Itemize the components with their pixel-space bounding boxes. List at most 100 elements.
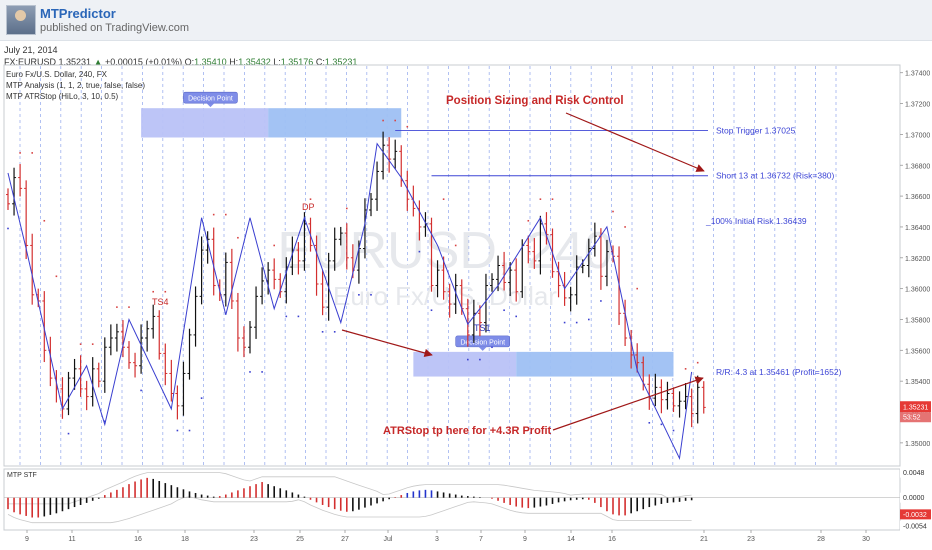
author-name[interactable]: MTPredictor xyxy=(40,6,116,21)
time-tick-label: 21 xyxy=(700,536,708,543)
countdown-tag xyxy=(900,412,931,423)
ohlc-bar xyxy=(133,352,138,378)
ohlc-bar xyxy=(127,341,131,369)
trade-level-label: Stop Trigger 1.37025 xyxy=(716,126,796,136)
price-tick-label: 1.36000 xyxy=(905,287,930,294)
ohlc-bar xyxy=(223,252,228,307)
close-value: 1.35231 xyxy=(324,57,358,67)
atrstop-dot xyxy=(394,119,396,122)
ohlc-bar xyxy=(701,381,706,414)
published-on: published on TradingView.com xyxy=(40,22,190,34)
decision-point-pointer xyxy=(478,346,487,351)
atrstop-dot xyxy=(382,119,384,122)
atrstop-dot xyxy=(467,358,469,361)
atrstop-dot xyxy=(200,397,203,399)
high-label: H: xyxy=(229,57,239,67)
ohlc-bar xyxy=(532,238,537,269)
open-label: O: xyxy=(184,57,195,67)
ohlc-bar xyxy=(490,273,494,292)
ohlc-bar xyxy=(574,255,579,305)
author-avatar[interactable] xyxy=(6,5,36,35)
time-tick-label: 9 xyxy=(25,536,29,543)
ohlc-bar xyxy=(145,320,150,352)
oscillator-upper-envelope xyxy=(8,472,692,505)
ohlc-bar xyxy=(296,242,301,275)
atrstop-dot xyxy=(539,198,542,200)
zigzag-line xyxy=(7,142,693,461)
oscillator-tick-label: 0.0048 xyxy=(903,470,925,477)
ohlc-bar: FX:EURUSD 1.35231 ▲ +0.00015 (+0.01%) O:… xyxy=(4,57,357,67)
atrstop-dot xyxy=(297,315,300,318)
time-tick-label: 23 xyxy=(250,536,258,543)
publish-date: July 21, 2014 xyxy=(4,45,58,55)
trade-level-label: R/R: 4.3 at 1.35461 (Profit=1652) xyxy=(716,367,842,377)
ohlc-bar xyxy=(260,267,265,305)
open-value: 1.35410 xyxy=(194,57,227,67)
price-tick-label: 1.35600 xyxy=(905,348,930,355)
ohlc-bar xyxy=(447,283,452,318)
ohlc-bar xyxy=(544,212,549,245)
atrstop-dot xyxy=(237,236,239,239)
atrstop-dot xyxy=(91,343,94,345)
price-tick-label: 1.36600 xyxy=(905,194,930,201)
ohlc-bar xyxy=(6,188,10,210)
trade-level-label: Short 13 at 1.36732 (Risk=380) xyxy=(716,171,835,181)
ohlc-bar xyxy=(84,380,89,411)
atrstop-dot xyxy=(346,207,348,210)
atrstop-dot xyxy=(31,152,33,154)
atrstop-dot xyxy=(333,331,336,333)
ohlc-bar xyxy=(272,258,277,290)
ohlc-bar xyxy=(241,326,246,358)
time-tick-label: 30 xyxy=(862,536,870,543)
atrstop-dot xyxy=(19,152,21,154)
legend-symbol: Euro Fx/U.S. Dollar, 240, FX xyxy=(6,70,108,79)
atrstop-dot xyxy=(624,226,626,228)
atrstop-dot xyxy=(140,389,142,392)
price-tick-label: 1.35800 xyxy=(905,317,930,324)
ohlc-bar xyxy=(514,258,519,302)
atrstop-dot xyxy=(152,290,154,293)
time-tick-label: 14 xyxy=(567,536,575,543)
change-up-icon: ▲ xyxy=(93,57,103,67)
ohlc-bar xyxy=(139,324,144,374)
ohlc-bar xyxy=(375,161,380,211)
swing-label-ts4: TS4 xyxy=(152,297,169,307)
ohlc-bar xyxy=(120,320,125,358)
ohlc-bar xyxy=(369,193,373,217)
ohlc-bar xyxy=(526,235,531,264)
ohlc-bar xyxy=(689,388,694,428)
ohlc-bar xyxy=(157,310,162,360)
symbol-label[interactable]: FX:EURUSD xyxy=(4,57,57,67)
oscillator-title: MTP STF xyxy=(7,472,37,479)
atrstop-dot xyxy=(225,213,227,216)
time-tick-label: 27 xyxy=(341,536,349,543)
oscillator-tick-tag xyxy=(900,467,931,478)
oscillator-tick-label: 0.0000 xyxy=(903,495,925,502)
atrstop-dot xyxy=(370,294,372,296)
atrstop-dot xyxy=(55,275,58,278)
swing-label-dp: DP xyxy=(302,202,315,212)
countdown-label: 53:52 xyxy=(903,415,921,422)
atrstop-dot xyxy=(261,371,263,373)
ohlc-bar xyxy=(169,359,174,402)
price-tick-label: 1.36200 xyxy=(905,256,930,263)
time-tick-label: 16 xyxy=(608,536,616,543)
time-tick-label: 16 xyxy=(134,536,142,543)
legend-mtp-analysis: MTP Analysis (1, 1, 2, true, false, fals… xyxy=(6,81,145,90)
atrstop-dot xyxy=(575,321,578,324)
ohlc-bar xyxy=(248,321,252,354)
decision-zone-right xyxy=(516,351,674,377)
ohlc-bar xyxy=(72,358,77,390)
atrstop-dot xyxy=(648,422,651,424)
ohlc-bar xyxy=(205,231,210,264)
time-tick-label: 3 xyxy=(435,536,439,543)
ohlc-bar xyxy=(254,286,259,339)
ohlc-bar xyxy=(90,357,95,407)
last-price-label: 1.35231 xyxy=(903,405,928,412)
ohlc-bar xyxy=(483,273,488,333)
atrstop-dot xyxy=(491,346,493,349)
atrstop-dot xyxy=(418,250,421,253)
ohlc-bar xyxy=(114,323,119,352)
oscillator-tick-label: -0.0032 xyxy=(903,512,927,519)
